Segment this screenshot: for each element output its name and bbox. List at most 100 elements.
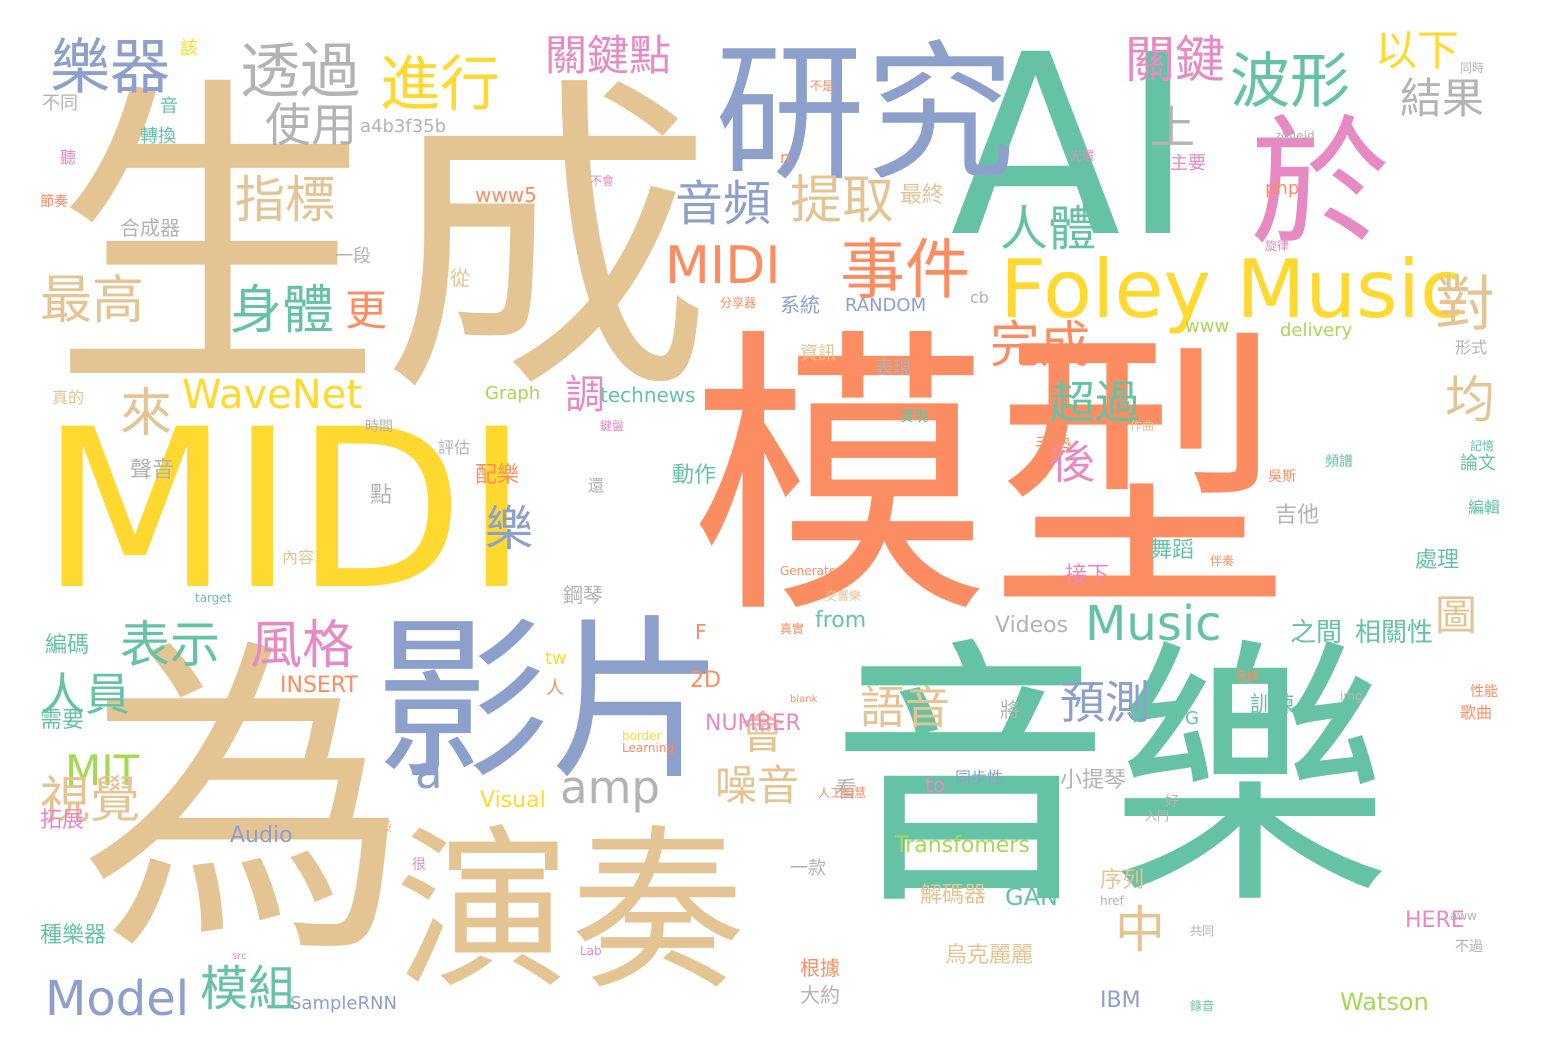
word-84: 配樂 — [475, 463, 520, 488]
word-116: 音 — [160, 96, 178, 117]
word-119: 該 — [180, 38, 198, 59]
word-86: 吉他 — [1275, 503, 1320, 528]
word-8: 演奏 — [395, 811, 745, 1014]
word-163: 伴奏 — [1210, 554, 1235, 568]
word-47: MIT — [65, 746, 140, 795]
word-111: www5 — [475, 183, 537, 207]
word-91: 小提琴 — [1060, 768, 1127, 793]
word-83: 點 — [370, 483, 393, 508]
word-22: 提取 — [790, 171, 895, 231]
word-128: 內容 — [282, 548, 315, 567]
word-19: 上 — [1150, 101, 1196, 154]
word-125: 形式 — [1455, 338, 1488, 357]
word-62: Transfomers — [895, 833, 1030, 858]
word-138: 記憶 — [1470, 439, 1495, 453]
word-12: 進行 — [380, 50, 500, 120]
word-145: target — [195, 591, 232, 605]
word-129: 評估 — [438, 438, 471, 457]
word-154: 真實 — [780, 622, 805, 636]
word-50: 噪音 — [715, 761, 800, 810]
word-99: RANDOM — [845, 295, 927, 316]
word-72: NUMBER — [705, 711, 801, 736]
word-141: blank — [790, 694, 818, 705]
word-6: 研究 — [715, 28, 1016, 202]
word-66: Watson — [1340, 988, 1429, 1016]
word-95: 訓練 — [1250, 693, 1295, 718]
word-9: 於 — [1250, 103, 1391, 266]
word-142: border — [622, 729, 662, 743]
word-88: 處理 — [1415, 548, 1460, 573]
word-153: 實現 — [900, 409, 928, 425]
word-160: 節奏 — [40, 194, 68, 210]
word-5: 音樂 — [830, 617, 1390, 943]
word-69: 大約 — [800, 983, 840, 1007]
word-146: src — [232, 951, 247, 962]
word-59: from — [815, 608, 867, 633]
word-90: 鋼琴 — [563, 583, 603, 607]
word-159: 交響樂 — [825, 589, 862, 603]
word-89: 接下 — [1065, 563, 1110, 588]
word-81: 拓展 — [40, 808, 85, 833]
word-120: n — [780, 148, 791, 167]
word-30: 更 — [345, 286, 388, 335]
word-115: 轉換 — [140, 126, 176, 147]
word-58: 圖 — [1435, 591, 1478, 640]
word-31: 來 — [120, 384, 173, 444]
word-4: 為 — [80, 613, 410, 997]
word-73: INSERT — [280, 673, 358, 698]
word-80: 需要 — [40, 708, 85, 733]
word-133: 很 — [412, 857, 426, 873]
word-166: 不是 — [810, 79, 835, 93]
word-45: 預測 — [1060, 676, 1151, 729]
word-118: 聽 — [60, 148, 77, 167]
word-101: www — [1185, 316, 1230, 337]
word-148: href — [1100, 894, 1124, 908]
word-60: Audio — [230, 823, 293, 848]
word-98: 系統 — [780, 293, 820, 317]
word-44: 中 — [1115, 901, 1165, 959]
word-92: 看 — [835, 778, 858, 803]
word-168: 作曲 — [1130, 419, 1155, 433]
word-164: 錄音 — [1190, 999, 1215, 1013]
word-20: 指標 — [235, 171, 335, 229]
word-135: 人 — [546, 678, 564, 699]
word-117: 不同 — [42, 93, 78, 114]
word-14: 波形 — [1230, 47, 1350, 117]
word-43: Music — [1085, 596, 1222, 652]
word-162: 鍵盤 — [600, 419, 625, 433]
word-112: 合成器 — [120, 216, 180, 240]
word-134: 最 — [378, 819, 392, 835]
word-49: 會 — [740, 706, 786, 759]
word-7: 影片 — [375, 601, 725, 804]
word-150: zoneid — [1275, 129, 1315, 143]
word-3: MIDI — [40, 382, 529, 638]
word-156: 不過 — [1455, 939, 1483, 955]
word-67: IBM — [1100, 988, 1141, 1013]
word-40: 表示 — [120, 616, 220, 674]
word-104: 表現 — [875, 358, 911, 379]
word-122: 編輯 — [1468, 498, 1501, 517]
word-109: Graph — [485, 383, 541, 404]
word-29: 身體 — [230, 281, 335, 341]
word-68: SampleRNN — [290, 993, 397, 1014]
word-97: G — [1185, 708, 1199, 729]
word-139: 人工智慧 — [818, 786, 867, 800]
word-55: Videos — [995, 613, 1069, 638]
word-77: HERE — [1405, 908, 1465, 933]
word-103: 資訊 — [800, 343, 836, 364]
word-57: 相關性 — [1355, 618, 1434, 648]
word-70: 根據 — [800, 956, 840, 980]
word-28: 最高 — [40, 271, 145, 331]
word-108: technews — [600, 383, 696, 407]
word-107: 主要 — [1170, 153, 1206, 174]
word-10: 樂器 — [50, 33, 170, 103]
word-46: 語音 — [860, 681, 951, 734]
word-127: 好 — [1165, 794, 1179, 810]
word-114: 從 — [450, 266, 470, 290]
word-79: 編碼 — [45, 633, 90, 658]
word-100: cb — [970, 288, 989, 307]
word-54: 模組 — [200, 961, 297, 1017]
word-16: 以下 — [1375, 26, 1460, 75]
word-93: to — [925, 773, 946, 797]
word-32: 對 — [1435, 270, 1495, 340]
